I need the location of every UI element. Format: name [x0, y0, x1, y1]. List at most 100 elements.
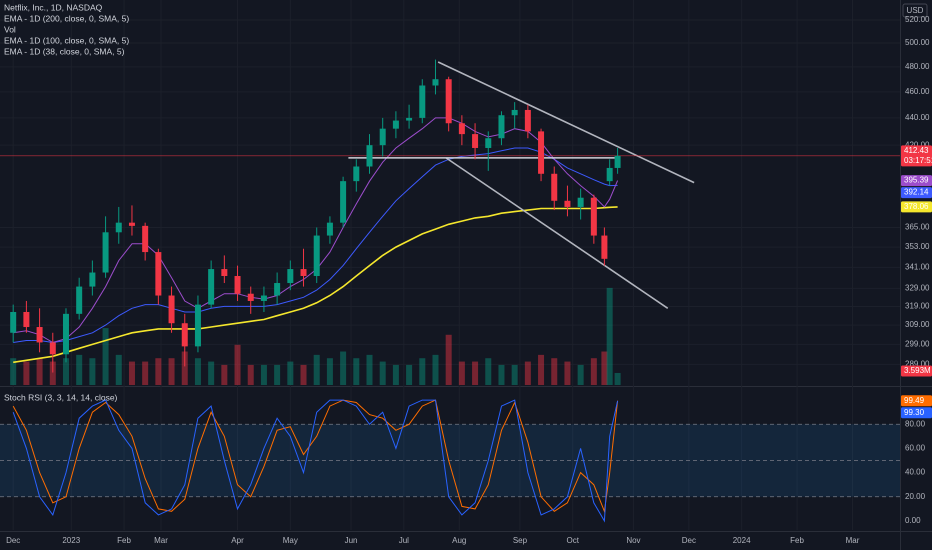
candle-body [366, 145, 373, 167]
y-tick-label: 309.00 [905, 320, 930, 329]
volume-bar [49, 361, 56, 385]
volume-bar [313, 354, 320, 385]
volume-bar [485, 358, 492, 385]
y-tick-label: 440.00 [905, 113, 930, 122]
volume-last-label-box [901, 365, 932, 377]
volume-bar [379, 361, 386, 385]
volume-bar [287, 361, 294, 385]
candle-body [551, 173, 558, 201]
candle-body [300, 269, 307, 277]
volume-bar [181, 351, 188, 385]
volume-bar [300, 364, 307, 385]
volume-bar [194, 358, 201, 385]
stoch-line [12, 399, 619, 523]
volume-bar [606, 287, 613, 385]
candle-body [102, 232, 109, 273]
volume-bar [511, 364, 518, 385]
y-tick-label: 460.00 [905, 87, 930, 96]
ema-last-label-box [901, 201, 932, 213]
ema-last-label: 392.14 [904, 188, 929, 197]
candle-body [10, 311, 17, 333]
candle-body [247, 293, 254, 301]
stoch-last-label: 99.49 [904, 396, 925, 405]
candle-body [221, 269, 228, 277]
candle-body [485, 138, 492, 148]
candle-body [115, 222, 122, 233]
stoch-tick-label: 20.00 [905, 492, 926, 501]
volume-bar [208, 361, 215, 385]
candle-body [326, 222, 333, 236]
volume-layer [10, 287, 621, 385]
x-tick-label: Feb [790, 536, 804, 545]
volume-bar [419, 358, 426, 385]
volume-bar [115, 354, 122, 385]
volume-bar [353, 358, 360, 385]
volume-bar [36, 358, 43, 385]
x-tick-label: Jul [399, 536, 409, 545]
candle-body [458, 123, 465, 135]
candle-body [538, 131, 545, 174]
volume-last-label: 3.593M [904, 366, 931, 375]
volume-bar [445, 334, 452, 385]
candle-body [340, 181, 347, 223]
x-tick-label: Mar [154, 536, 168, 545]
x-tick-label: Jun [345, 536, 358, 545]
candle-body [155, 252, 162, 296]
x-tick-label: 2023 [62, 536, 80, 545]
x-tick-label: Apr [231, 536, 244, 545]
volume-bar [614, 372, 621, 385]
ema-last-label-box [901, 175, 932, 187]
y-tick-label: 319.00 [905, 302, 930, 311]
candle-body [498, 115, 505, 139]
lines-layer [0, 61, 900, 523]
candle-body [194, 304, 201, 347]
y-tick-label: 365.00 [905, 223, 930, 232]
candle-body [577, 197, 584, 207]
candle-body [208, 269, 215, 305]
volume-bar [601, 351, 608, 385]
x-tick-label: Feb [117, 536, 131, 545]
x-tick-label: Nov [626, 536, 640, 545]
ema-line [13, 147, 618, 344]
candle-body [601, 235, 608, 259]
stoch-title: Stoch RSI (3, 3, 14, 14, close) [4, 392, 118, 402]
trend-line [445, 157, 669, 309]
volume-bar [366, 354, 373, 385]
ema-line [13, 117, 619, 344]
currency[interactable]: USD [907, 6, 924, 15]
volume-bar [155, 358, 162, 385]
ema-last-label-box [901, 187, 932, 199]
candle-body [89, 272, 96, 287]
legend-entry: EMA - 1D (100, close, 0, SMA, 5) [4, 35, 129, 45]
candle-body [606, 167, 613, 182]
volume-bar [551, 358, 558, 385]
candle-body [406, 117, 413, 121]
volume-bar [472, 361, 479, 385]
candle-body [168, 295, 175, 324]
stoch-tick-label: 80.00 [905, 419, 926, 428]
x-tick-label: Aug [452, 536, 466, 545]
volume-bar [247, 364, 254, 385]
candle-body [524, 109, 531, 132]
volume-bar [326, 358, 333, 385]
stoch-tick-label: 40.00 [905, 468, 926, 477]
last-price-label: 412.43 [904, 146, 929, 155]
candle-body [62, 313, 69, 355]
candle-body [128, 222, 135, 226]
volume-bar [10, 358, 17, 385]
candle-body [392, 120, 399, 129]
volume-bar [538, 354, 545, 385]
volume-bar [234, 344, 241, 385]
trend-line [437, 61, 695, 184]
volume-bar [458, 361, 465, 385]
volume-bar [23, 361, 30, 385]
candle-body [445, 79, 452, 124]
candle-body [379, 128, 386, 146]
currency-box[interactable] [902, 3, 928, 18]
labels-layer: Netflix, Inc., 1D, NASDAQ EMA - 1D (200,… [4, 2, 932, 545]
ema-line [13, 206, 618, 364]
stoch-line [12, 399, 619, 514]
candle-body [313, 235, 320, 277]
candle-body [76, 286, 83, 314]
